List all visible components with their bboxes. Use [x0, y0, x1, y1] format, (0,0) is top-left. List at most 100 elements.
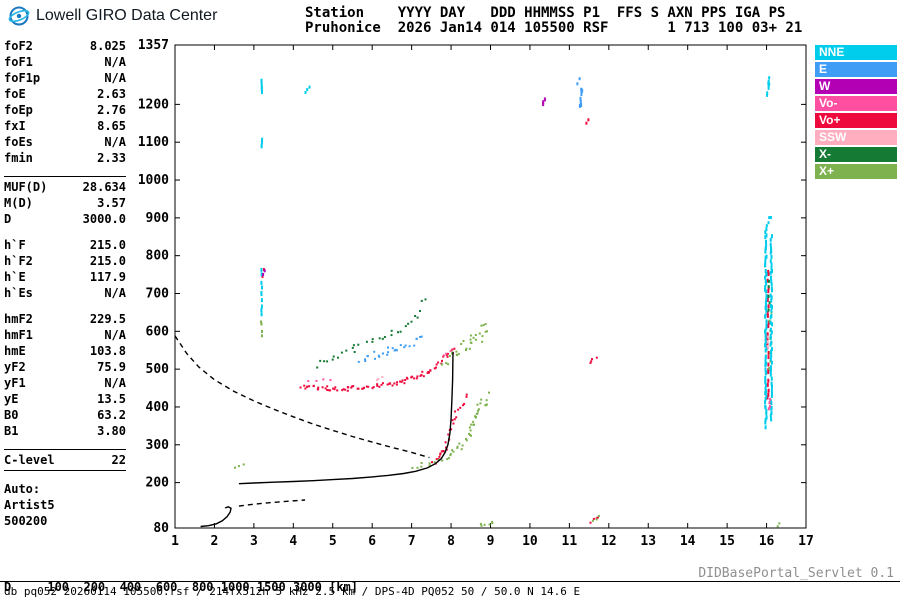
echo-series-xminus: [316, 279, 771, 369]
param-value: 3.57: [97, 196, 126, 210]
param-value: 103.8: [89, 344, 126, 358]
param-row-yf1: yF1 N/A: [4, 375, 126, 391]
param-value: 22: [111, 453, 126, 467]
svg-text:800: 800: [146, 249, 170, 264]
footer-divider: [0, 581, 900, 582]
param-label: B1: [4, 424, 19, 438]
param-label: hmF2: [4, 312, 33, 326]
param-label: Artist5: [4, 498, 55, 512]
param-label: foF2: [4, 39, 33, 53]
param-label: Auto:: [4, 482, 41, 496]
svg-text:13: 13: [640, 534, 656, 549]
param-value: 28.634: [82, 180, 126, 194]
param-label: D: [4, 212, 12, 226]
param-group: Auto: Artist5 500200: [4, 481, 126, 529]
param-value: N/A: [104, 55, 126, 69]
svg-text:11: 11: [562, 534, 578, 549]
echo-series-e: [357, 77, 584, 363]
trace-muftransmissioncurve: [174, 335, 430, 459]
param-group: C-level 22: [4, 449, 126, 471]
svg-text:500: 500: [146, 362, 170, 377]
param-value: 2.33: [97, 151, 126, 165]
param-row-hmf2: hmF2 229.5: [4, 311, 126, 327]
param-row-fxi: fxI 8.65: [4, 118, 126, 134]
param-row-foe: foE 2.63: [4, 86, 126, 102]
param-row-d: D 3000.0: [4, 211, 126, 227]
station-header-line2: Pruhonice 2026 Jan14 014 105500 RSF 1 71…: [305, 20, 803, 36]
param-label: hmE: [4, 344, 26, 358]
param-value: 3000.0: [82, 212, 126, 226]
param-row-yf2: yF2 75.9: [4, 359, 126, 375]
echo-series-w: [262, 97, 546, 276]
svg-text:4: 4: [289, 534, 297, 549]
param-value: 2.63: [97, 87, 126, 101]
param-value: 215.0: [89, 238, 126, 252]
param-value: 3.80: [97, 424, 126, 438]
svg-text:1200: 1200: [138, 97, 169, 112]
param-row-fof1: foF1 N/A: [4, 54, 126, 70]
param-row-fmin: fmin 2.33: [4, 150, 126, 166]
param-row-b0: B0 63.2: [4, 407, 126, 423]
param-row-hf2: h`F2 215.0: [4, 253, 126, 269]
giro-logo-text: Lowell GIRO Data Center: [36, 7, 218, 24]
svg-text:12: 12: [601, 534, 617, 549]
param-value: N/A: [104, 71, 126, 85]
svg-text:9: 9: [487, 534, 495, 549]
param-label: h`E: [4, 270, 26, 284]
param-row-foep: foEp 2.76: [4, 102, 126, 118]
param-label: fmin: [4, 151, 33, 165]
param-label: foF1: [4, 55, 33, 69]
trace-fminuslayerautoscaledtrace: [238, 352, 454, 485]
legend-item-w: W: [815, 79, 897, 94]
echo-legend: NNE E W Vo- Vo+ SSW X- X+: [815, 45, 897, 181]
param-row-500200: 500200: [4, 513, 126, 529]
legend-item-xminus: X-: [815, 147, 897, 162]
echo-series-voplus: [261, 118, 770, 524]
param-value: 13.5: [97, 392, 126, 406]
param-label: foE: [4, 87, 26, 101]
param-group: hmF2 229.5 hmF1 N/A hmE 103.8 yF2 75.9 yF1 N/A yE 1…: [4, 311, 126, 439]
giro-logo-icon: [8, 6, 30, 26]
trace-eminusfvalleydashed: [238, 499, 306, 507]
legend-item-ssw: SSW: [815, 130, 897, 145]
station-header: Station YYYY DAY DDD HHMMSS P1 FFS S AXN…: [305, 6, 802, 36]
param-row-hes: h`Es N/A: [4, 285, 126, 301]
trace-eminuslayertrace: [200, 506, 232, 528]
svg-text:1: 1: [171, 534, 179, 549]
footer-info: db pq052 20260114 105500.rsf / 214fx512h…: [4, 585, 581, 598]
param-value: 8.65: [97, 119, 126, 133]
param-label: h`F: [4, 238, 26, 252]
muf-table-distance-row: D 100 200 400 600 800 1000 1500 3000 [km…: [4, 580, 359, 594]
param-value: 117.9: [89, 270, 126, 284]
svg-text:200: 200: [146, 476, 170, 491]
param-label: foF1p: [4, 71, 41, 85]
param-value: 63.2: [97, 408, 126, 422]
svg-text:16: 16: [759, 534, 775, 549]
param-row-cminuslevel: C-level 22: [4, 452, 126, 468]
param-value: 229.5: [89, 312, 126, 326]
param-value: 215.0: [89, 254, 126, 268]
svg-text:3: 3: [250, 534, 258, 549]
svg-text:400: 400: [146, 400, 170, 415]
svg-text:1100: 1100: [138, 135, 169, 150]
muf-table: D 100 200 400 600 800 1000 1500 3000 [km…: [4, 552, 365, 600]
legend-item-e: E: [815, 62, 897, 77]
param-row-mufd: MUF(D) 28.634: [4, 179, 126, 195]
legend-item-vominus: Vo-: [815, 96, 897, 111]
param-row-hme: hmE 103.8: [4, 343, 126, 359]
param-label: foEs: [4, 135, 33, 149]
param-group: MUF(D) 28.634 M(D) 3.57 D 3000.0: [4, 176, 126, 227]
param-group: foF2 8.025 foF1 N/A foF1p N/A foE 2.63 foEp 2.76 f…: [4, 38, 126, 166]
param-label: fxI: [4, 119, 26, 133]
echo-series-ssw: [376, 335, 770, 381]
svg-text:6: 6: [368, 534, 376, 549]
svg-text:700: 700: [146, 286, 170, 301]
param-value: N/A: [104, 328, 126, 342]
svg-text:5: 5: [329, 534, 337, 549]
echo-series-vominus: [307, 349, 772, 411]
svg-text:900: 900: [146, 211, 170, 226]
param-value: 8.025: [89, 39, 126, 53]
param-label: hmF1: [4, 328, 33, 342]
param-label: 500200: [4, 514, 48, 528]
param-row-artist5: Artist5: [4, 497, 126, 513]
